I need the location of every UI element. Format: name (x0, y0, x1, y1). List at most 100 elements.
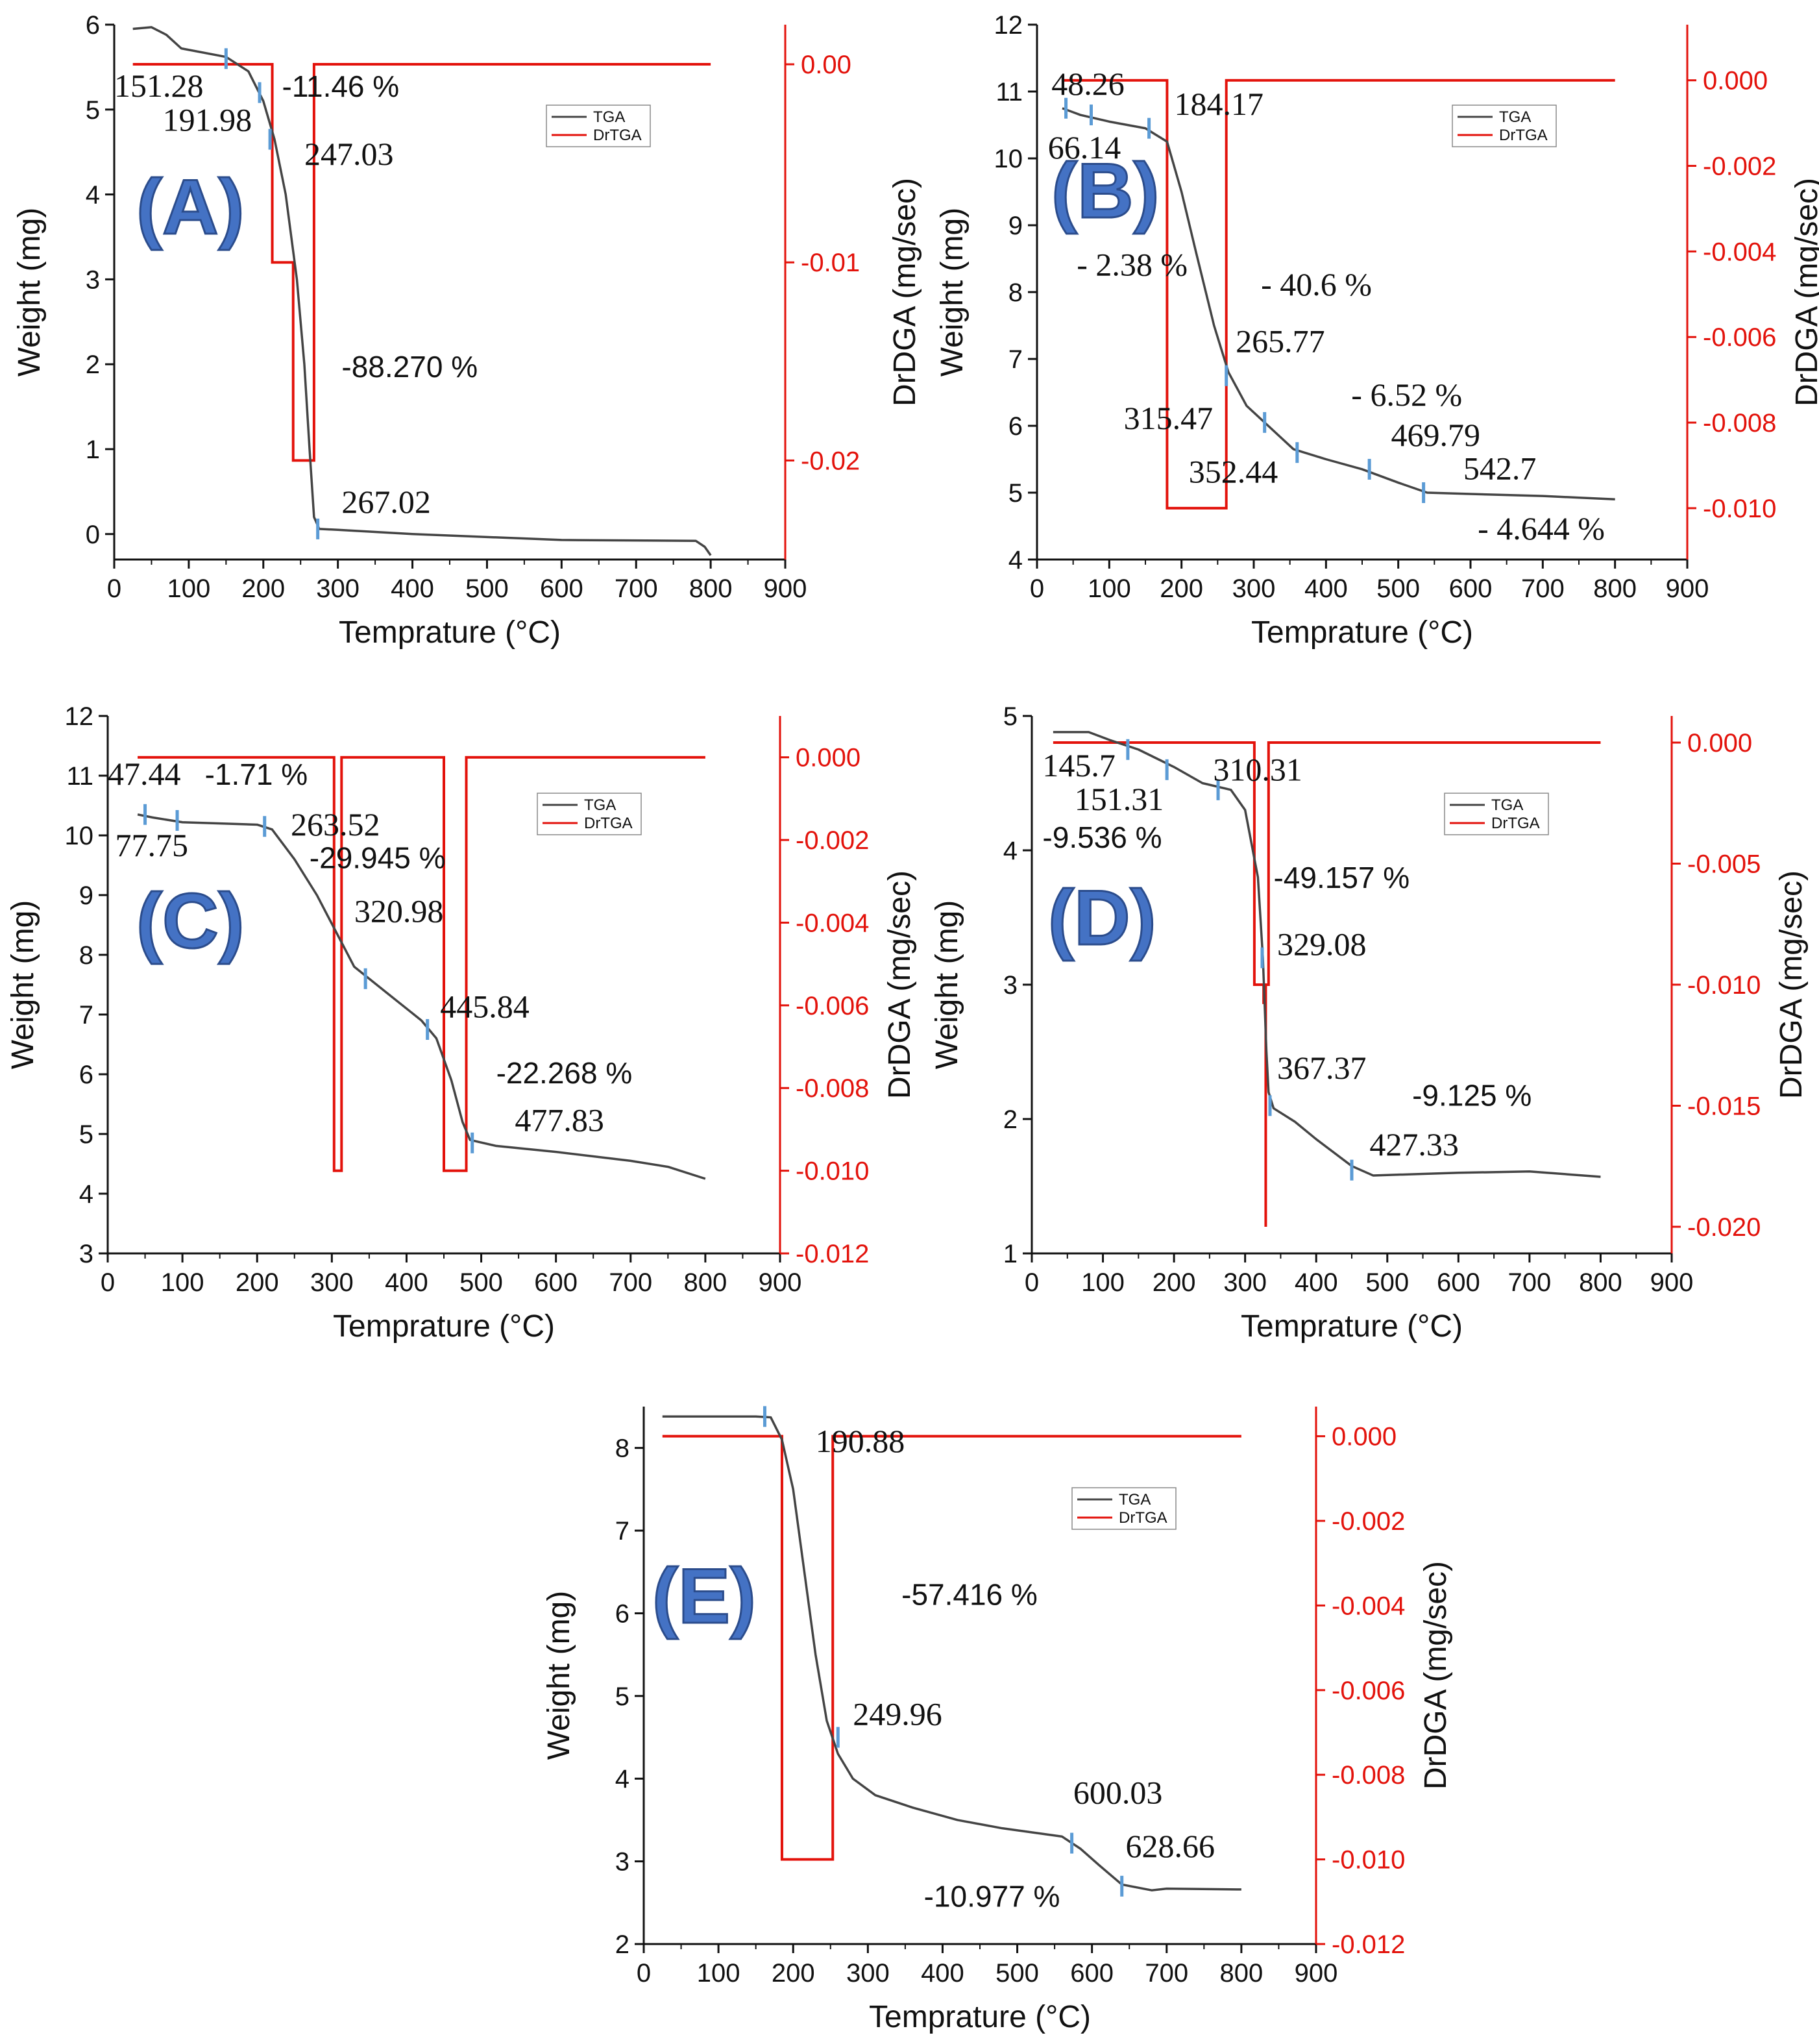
panel-d: 0 100 200 300 400 500 600 700 800 900 1 2 3 4 5 0.000 -0… (930, 702, 1809, 1344)
x-tick-label: 800 (1593, 574, 1637, 603)
y2-axis-label: DrDGA (mg/sec) (883, 870, 917, 1099)
annotation: 66.14 (1048, 129, 1121, 166)
annotation: 445.84 (440, 989, 530, 1025)
y-tick-label: 4 (79, 1180, 93, 1209)
annotation: 542.7 (1463, 450, 1537, 486)
y-tick-label: 5 (1008, 479, 1023, 508)
y-tick-label: 7 (1008, 345, 1023, 374)
annotation: - 6.52 % (1351, 376, 1462, 413)
y-tick-label: 1 (1003, 1240, 1018, 1268)
y-axis-label: Weight (mg) (12, 208, 47, 377)
y-tick-label: 12 (65, 702, 94, 731)
legend-box (1452, 105, 1557, 147)
y-axis-label: Weight (mg) (6, 900, 40, 1070)
x-tick-label: 200 (1160, 574, 1203, 603)
y2-tick-label: -0.015 (1687, 1092, 1761, 1120)
tga-series (132, 26, 712, 556)
y2-tick-label: -0.010 (1703, 495, 1776, 523)
y-tick-label: 6 (86, 11, 100, 40)
y-axis-label: Weight (mg) (935, 208, 970, 377)
panel-b: 0 100 200 300 400 500 600 700 800 900 4 5 6 7 8 9 10 11 12… (935, 11, 1819, 650)
y2-tick-label: -0.008 (796, 1074, 869, 1103)
panel-letter: (B) (1051, 147, 1160, 234)
annotation: 427.33 (1369, 1126, 1459, 1163)
x-tick-label: 900 (1650, 1268, 1694, 1297)
drtga-series (1053, 741, 1601, 986)
tga-series (662, 1415, 1241, 1891)
annotation: 600.03 (1073, 1774, 1163, 1810)
y-tick-label: 6 (79, 1061, 93, 1089)
y-tick-label: 5 (79, 1120, 93, 1149)
y2-tick-label: -0.002 (796, 826, 869, 855)
annotation: 77.75 (116, 827, 189, 863)
legend-box (537, 793, 642, 835)
x-tick-label: 500 (995, 1959, 1039, 1988)
drtga-series (1062, 79, 1615, 510)
y-tick-label: 7 (615, 1517, 629, 1545)
annotation: -22.268 % (496, 1056, 633, 1090)
y2-tick-label: 0.000 (796, 744, 861, 772)
y2-tick-label: -0.002 (1703, 153, 1776, 181)
annotation: 628.66 (1125, 1828, 1215, 1864)
legend-box (546, 105, 651, 147)
y-tick-label: 4 (1003, 837, 1018, 865)
y2-tick-label: -0.01 (801, 249, 860, 277)
panel-c: 0 100 200 300 400 500 600 700 800 900 3 4 5 6 7 8 9 10 11 1… (6, 702, 917, 1344)
annotation: -9.125 % (1412, 1078, 1532, 1112)
panel-letter: (A) (136, 164, 245, 251)
annotation: 145.7 (1042, 747, 1116, 783)
y2-tick-label: -0.008 (1332, 1761, 1405, 1790)
x-tick-label: 900 (764, 574, 807, 603)
y-tick-label: 2 (86, 351, 100, 379)
x-tick-label: 800 (1220, 1959, 1264, 1988)
y-axis-label: Weight (mg) (542, 1591, 576, 1760)
y2-tick-label: -0.004 (1332, 1592, 1405, 1620)
y2-tick-label: -0.004 (1703, 238, 1776, 266)
y2-axis-label: DrDGA (mg/sec) (1419, 1561, 1453, 1790)
y2-tick-label: -0.004 (796, 909, 869, 937)
y2-tick-label: -0.006 (796, 992, 869, 1020)
x-tick-label: 300 (316, 574, 360, 603)
y2-tick-label: -0.006 (1332, 1677, 1405, 1705)
y-tick-label: 3 (86, 265, 100, 294)
x-tick-label: 700 (1508, 1268, 1552, 1297)
y2-tick-label: 0.000 (1687, 729, 1752, 757)
x-tick-label: 900 (1295, 1959, 1338, 1988)
y-tick-label: 6 (1008, 412, 1023, 441)
y-tick-label: 12 (994, 11, 1023, 40)
x-tick-label: 0 (1025, 1268, 1039, 1297)
annotation: -29.945 % (310, 841, 446, 875)
y-tick-label: 10 (994, 145, 1023, 173)
drtga-series (662, 1434, 1241, 1861)
y-tick-label: 11 (995, 78, 1023, 106)
tga-series (1053, 731, 1601, 1178)
y-tick-label: 11 (66, 762, 93, 791)
legend-box (1071, 1487, 1177, 1530)
y-tick-label: 4 (86, 181, 100, 210)
x-tick-label: 200 (1153, 1268, 1196, 1297)
panel-letter: (C) (136, 878, 245, 965)
x-axis-label: Temprature (°C) (1251, 615, 1473, 650)
y-tick-label: 10 (65, 822, 94, 850)
annotation: 315.47 (1124, 400, 1214, 436)
legend-tga-label: TGA (1491, 796, 1523, 814)
y2-tick-label: -0.010 (1687, 971, 1761, 1000)
annotation: -49.157 % (1273, 861, 1410, 894)
annotation: 469.79 (1391, 417, 1481, 453)
x-tick-label: 600 (1070, 1959, 1114, 1988)
annotation: 310.31 (1213, 751, 1302, 787)
y-axis-label: Weight (mg) (930, 900, 964, 1070)
annotation: 367.37 (1277, 1050, 1367, 1086)
y-tick-label: 5 (86, 96, 100, 125)
y2-tick-label: -0.005 (1687, 850, 1761, 879)
x-tick-label: 500 (459, 1268, 503, 1297)
y-tick-label: 1 (86, 436, 100, 464)
panel-letter: (E) (652, 1553, 756, 1640)
x-tick-label: 700 (1521, 574, 1565, 603)
y2-tick-label: -0.010 (796, 1157, 869, 1186)
annotation: - 2.38 % (1077, 246, 1188, 282)
y2-tick-label: -0.020 (1687, 1213, 1761, 1242)
x-tick-label: 400 (1295, 1268, 1338, 1297)
